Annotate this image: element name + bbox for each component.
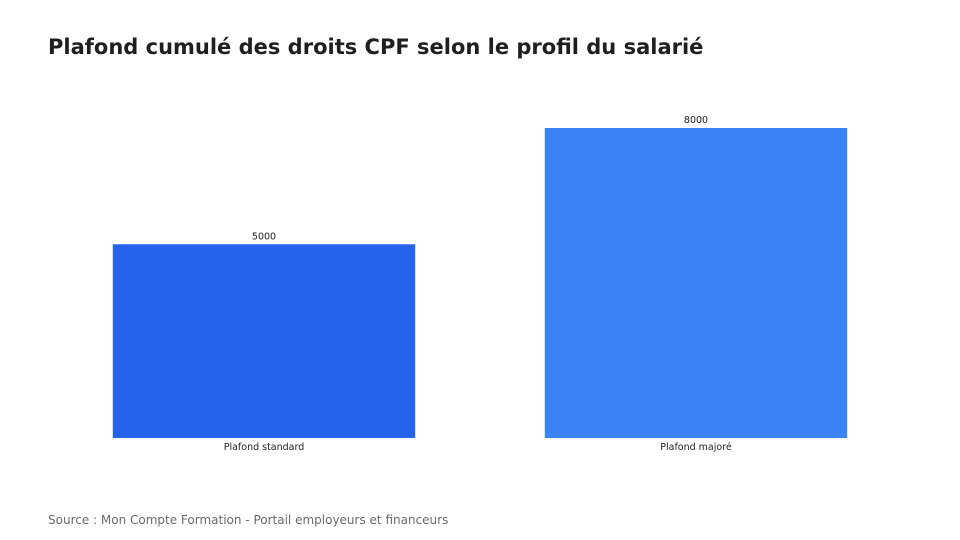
bars-group [112,128,848,438]
bar-value-label-1: 5000 [252,231,276,242]
bar-2 [544,128,848,438]
category-label-2: Plafond majoré [660,442,732,453]
bar-value-label-2: 8000 [684,115,708,126]
category-label-1: Plafond standard [224,442,305,453]
chart-title: Plafond cumulé des droits CPF selon le p… [48,35,704,59]
bar-1 [112,244,416,438]
source-note: Source : Mon Compte Formation - Portail … [48,513,449,527]
category-labels-group: Plafond standard Plafond majoré [224,442,732,453]
value-labels-group: 5000 8000 [252,115,708,242]
